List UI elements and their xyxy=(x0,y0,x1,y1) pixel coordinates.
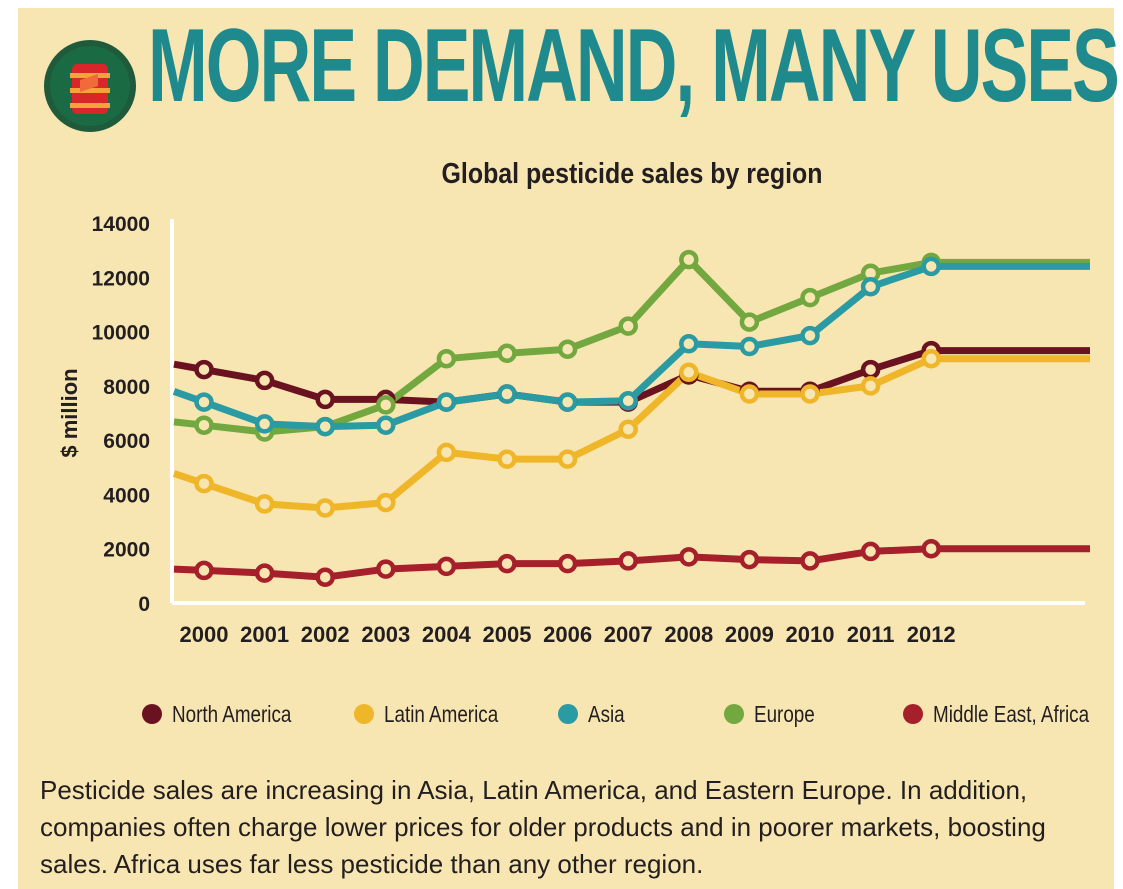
data-point xyxy=(557,449,578,469)
data-point xyxy=(800,287,820,308)
y-tick-labels: 0 2000 4000 6000 8000 10000 12000 14000 xyxy=(92,213,150,616)
x-tick-label: 2006 xyxy=(543,622,592,647)
y-tick-label: 12000 xyxy=(92,267,150,290)
data-point xyxy=(739,549,760,570)
x-tick-label: 2005 xyxy=(483,622,532,647)
data-point xyxy=(679,334,699,354)
chart-axes xyxy=(170,219,1085,605)
legend-label: North America xyxy=(172,702,292,727)
data-point xyxy=(739,384,760,404)
y-tick-label: 8000 xyxy=(103,376,150,399)
infographic-panel xyxy=(18,8,1114,889)
data-point xyxy=(254,370,275,391)
y-tick-label: 0 xyxy=(138,593,150,616)
legend-label: Asia xyxy=(588,702,625,727)
legend-label: Europe xyxy=(754,702,815,727)
data-point xyxy=(376,415,396,435)
legend-swatch xyxy=(142,704,162,724)
data-point xyxy=(254,563,275,583)
data-point xyxy=(618,391,638,411)
data-point xyxy=(679,547,699,567)
y-tick-label: 2000 xyxy=(103,539,150,562)
y-axis-label: $ million xyxy=(57,368,82,457)
data-point xyxy=(497,343,517,364)
data-point xyxy=(254,414,275,434)
legend-label: Latin America xyxy=(384,702,498,727)
y-tick-label: 10000 xyxy=(92,322,150,345)
x-tick-label: 2011 xyxy=(847,622,895,647)
data-point xyxy=(194,392,214,412)
data-point xyxy=(315,498,335,518)
data-point xyxy=(376,395,396,415)
line-chart: Global pesticide sales by region $ milli… xyxy=(57,157,1090,727)
data-point xyxy=(679,362,699,383)
x-tick-label: 2009 xyxy=(725,622,774,647)
data-point xyxy=(557,553,578,574)
data-point xyxy=(618,419,638,440)
legend-swatch xyxy=(354,704,374,724)
data-point xyxy=(194,560,214,581)
data-point xyxy=(436,556,457,577)
x-tick-label: 2000 xyxy=(180,622,229,647)
data-point xyxy=(194,473,214,494)
chart-legend: North America Latin America Asia Europe Midd… xyxy=(142,702,1089,727)
series-markers xyxy=(194,249,941,587)
data-point xyxy=(436,392,457,412)
legend-swatch xyxy=(724,704,744,724)
pesticide-barrel-icon xyxy=(44,40,136,132)
data-point xyxy=(679,249,699,270)
data-point xyxy=(800,325,820,346)
data-point xyxy=(618,316,638,336)
data-point xyxy=(376,492,396,513)
data-point xyxy=(315,567,335,587)
x-tick-label: 2004 xyxy=(422,622,472,647)
data-point xyxy=(860,277,881,297)
x-tick-label: 2003 xyxy=(361,622,410,647)
data-point xyxy=(557,392,578,412)
x-tick-label: 2008 xyxy=(664,622,713,647)
x-tick-labels: 2000 2001 2002 2003 2004 2005 2006 2007 2008 2009… xyxy=(180,622,956,647)
data-point xyxy=(618,551,638,571)
x-tick-label: 2007 xyxy=(604,622,653,647)
data-point xyxy=(860,359,881,380)
page-title: MORE DEMAND, MANY USES xyxy=(148,8,1120,124)
data-point xyxy=(497,449,517,469)
data-point xyxy=(315,389,335,410)
data-point xyxy=(557,339,578,359)
data-point xyxy=(800,384,820,404)
legend-label: Middle East, Africa xyxy=(933,702,1089,727)
data-point xyxy=(436,348,457,369)
data-point xyxy=(921,256,941,277)
data-point xyxy=(497,384,517,404)
caption-text: Pesticide sales are increasing in Asia, … xyxy=(40,775,1046,879)
data-point xyxy=(436,442,457,463)
legend-swatch xyxy=(558,704,578,724)
data-point xyxy=(254,494,275,514)
x-tick-label: 2001 xyxy=(240,622,289,647)
data-point xyxy=(739,312,760,332)
data-point xyxy=(497,553,517,574)
data-point xyxy=(921,538,941,559)
data-point xyxy=(860,376,881,396)
series-lines xyxy=(172,256,1090,581)
x-tick-label: 2002 xyxy=(301,622,350,647)
data-point xyxy=(921,348,941,369)
data-point xyxy=(739,336,760,357)
y-tick-label: 14000 xyxy=(92,213,150,236)
data-point xyxy=(194,359,214,380)
data-point xyxy=(860,541,881,562)
x-tick-label: 2012 xyxy=(907,622,956,647)
y-tick-label: 6000 xyxy=(103,430,150,453)
legend-swatch xyxy=(903,704,923,724)
y-tick-label: 4000 xyxy=(103,484,150,507)
data-point xyxy=(315,416,335,437)
x-tick-label: 2010 xyxy=(786,622,835,647)
chart-title: Global pesticide sales by region xyxy=(442,157,823,189)
data-point xyxy=(376,559,396,579)
data-point xyxy=(194,415,214,435)
data-point xyxy=(800,551,820,571)
